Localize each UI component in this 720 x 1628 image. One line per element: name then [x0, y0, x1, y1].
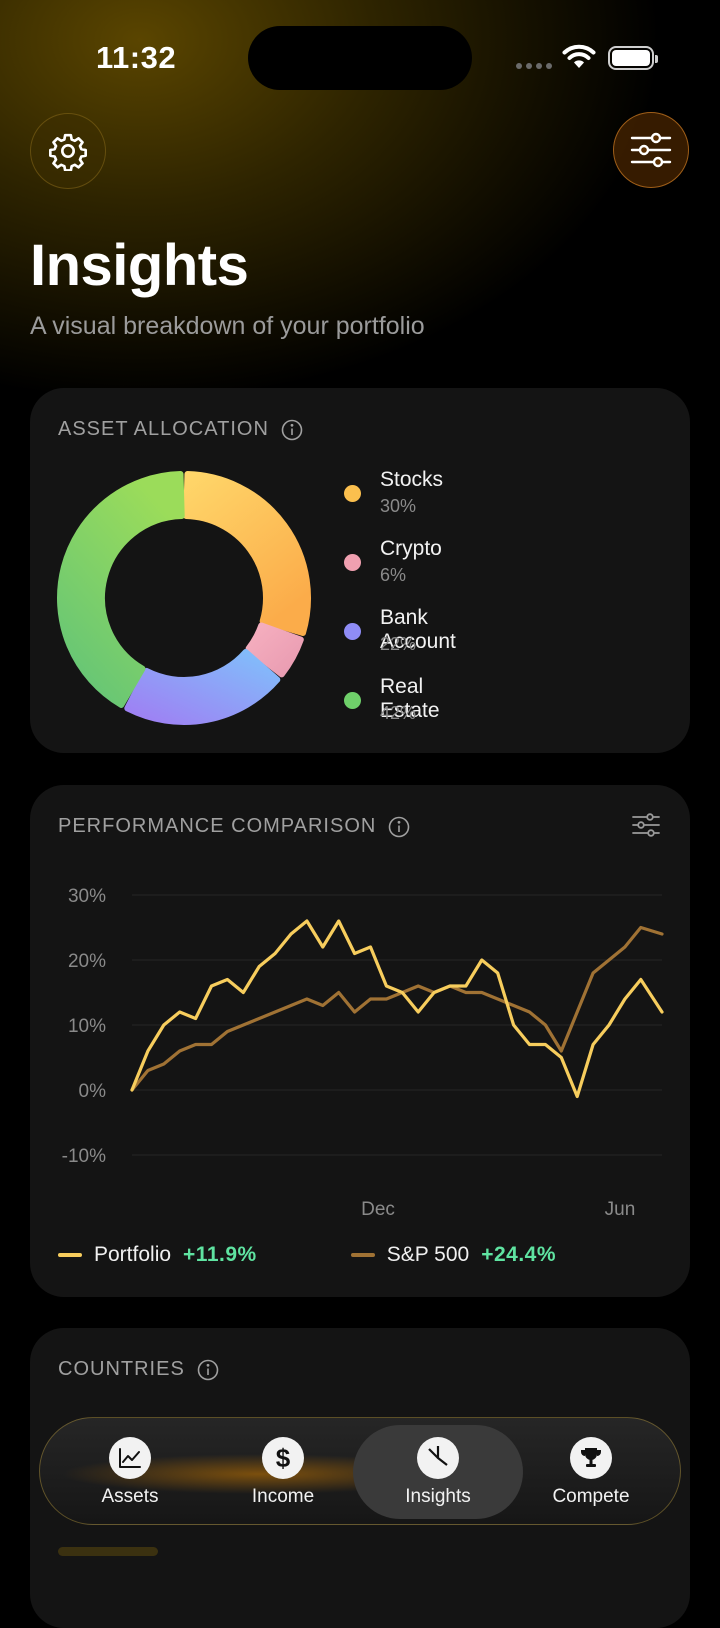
donut-slice-crypto[interactable] — [245, 622, 304, 678]
home-indicator — [58, 1547, 158, 1556]
donut-slice-real-estate[interactable] — [57, 471, 185, 708]
donut-slice-bank-account[interactable] — [124, 649, 281, 725]
y-tick-label: 20% — [68, 951, 106, 972]
battery-icon — [608, 46, 658, 70]
tab-label: Insights — [405, 1485, 471, 1507]
filter-button[interactable] — [613, 112, 689, 188]
x-tick-label: Dec — [361, 1199, 395, 1220]
page-subtitle: A visual breakdown of your portfolio — [30, 312, 425, 340]
info-icon[interactable] — [388, 816, 410, 838]
legend-swatch — [350, 1253, 375, 1257]
legend-dot — [344, 554, 361, 571]
tab-label: Income — [251, 1485, 315, 1507]
legend-series-return: +24.4% — [481, 1243, 557, 1266]
legend-label: Stocks — [380, 468, 444, 491]
legend-label: Bank Account — [380, 606, 456, 653]
tab-compete[interactable]: Compete — [541, 1418, 641, 1524]
tab-bar: Assets $ Income Insights Compete — [39, 1417, 681, 1525]
y-tick-label: 0% — [79, 1081, 107, 1102]
tab-assets[interactable]: Assets — [80, 1418, 180, 1524]
legend-label: Crypto — [380, 537, 442, 560]
legend-dot — [344, 692, 361, 709]
tab-label: Assets — [101, 1485, 159, 1507]
wifi-icon — [562, 44, 596, 68]
legend-swatch — [58, 1253, 82, 1257]
x-tick-label: Jun — [605, 1199, 636, 1220]
legend-label: Real Estate — [380, 675, 440, 722]
performance-line-chart: 30% 20% 10% 0% -10% Dec Jun — [62, 886, 664, 1220]
pie-chart-icon — [417, 1436, 459, 1479]
gear-icon — [49, 133, 87, 171]
tab-label: Compete — [552, 1485, 630, 1507]
tab-insights[interactable]: Insights — [388, 1418, 488, 1524]
chart-settings-icon[interactable] — [632, 813, 660, 837]
chart-line-icon — [109, 1436, 151, 1479]
legend-dot — [344, 623, 361, 640]
performance-title: PERFORMANCE COMPARISON — [58, 815, 377, 837]
info-icon[interactable] — [197, 1359, 219, 1381]
asset-allocation-title: ASSET ALLOCATION — [58, 418, 269, 440]
legend-percent: 42% — [380, 703, 417, 723]
dollar-icon: $ — [262, 1436, 304, 1479]
legend-percent: 6% — [380, 565, 407, 585]
performance-legend: Portfolio +11.9% S&P 500 +24.4% — [58, 1243, 556, 1267]
legend-series-name: S&P 500 — [386, 1243, 470, 1266]
page-title: Insights — [30, 233, 249, 298]
legend-percent: 30% — [380, 496, 417, 516]
asset-allocation-card: ASSET ALLOCATION Stocks 30% Crypto 6% Bank A… — [30, 388, 690, 753]
info-icon[interactable] — [281, 419, 303, 441]
series-line-s-p-500 — [130, 925, 664, 1092]
legend-percent: 22% — [380, 634, 417, 654]
countries-title: COUNTRIES — [58, 1358, 185, 1380]
tab-income[interactable]: $ Income — [233, 1418, 333, 1524]
status-time: 11:32 — [96, 40, 177, 75]
donut-slice-stocks[interactable] — [183, 471, 311, 637]
legend-series-return: +11.9% — [183, 1243, 257, 1266]
dynamic-island — [248, 26, 472, 90]
trophy-icon — [570, 1436, 612, 1479]
allocation-donut-chart — [57, 471, 311, 725]
performance-card: PERFORMANCE COMPARISON 30% 20% 10% 0% -10% De… — [30, 785, 690, 1297]
y-tick-label: 10% — [68, 1016, 106, 1037]
sliders-icon — [630, 132, 672, 168]
signal-icon — [516, 63, 552, 69]
legend-series-name: Portfolio — [94, 1243, 172, 1266]
y-tick-label: -10% — [62, 1146, 106, 1167]
y-tick-label: 30% — [68, 886, 106, 907]
legend-dot — [344, 485, 361, 502]
series-line-portfolio — [130, 919, 664, 1099]
settings-button[interactable] — [30, 113, 106, 189]
